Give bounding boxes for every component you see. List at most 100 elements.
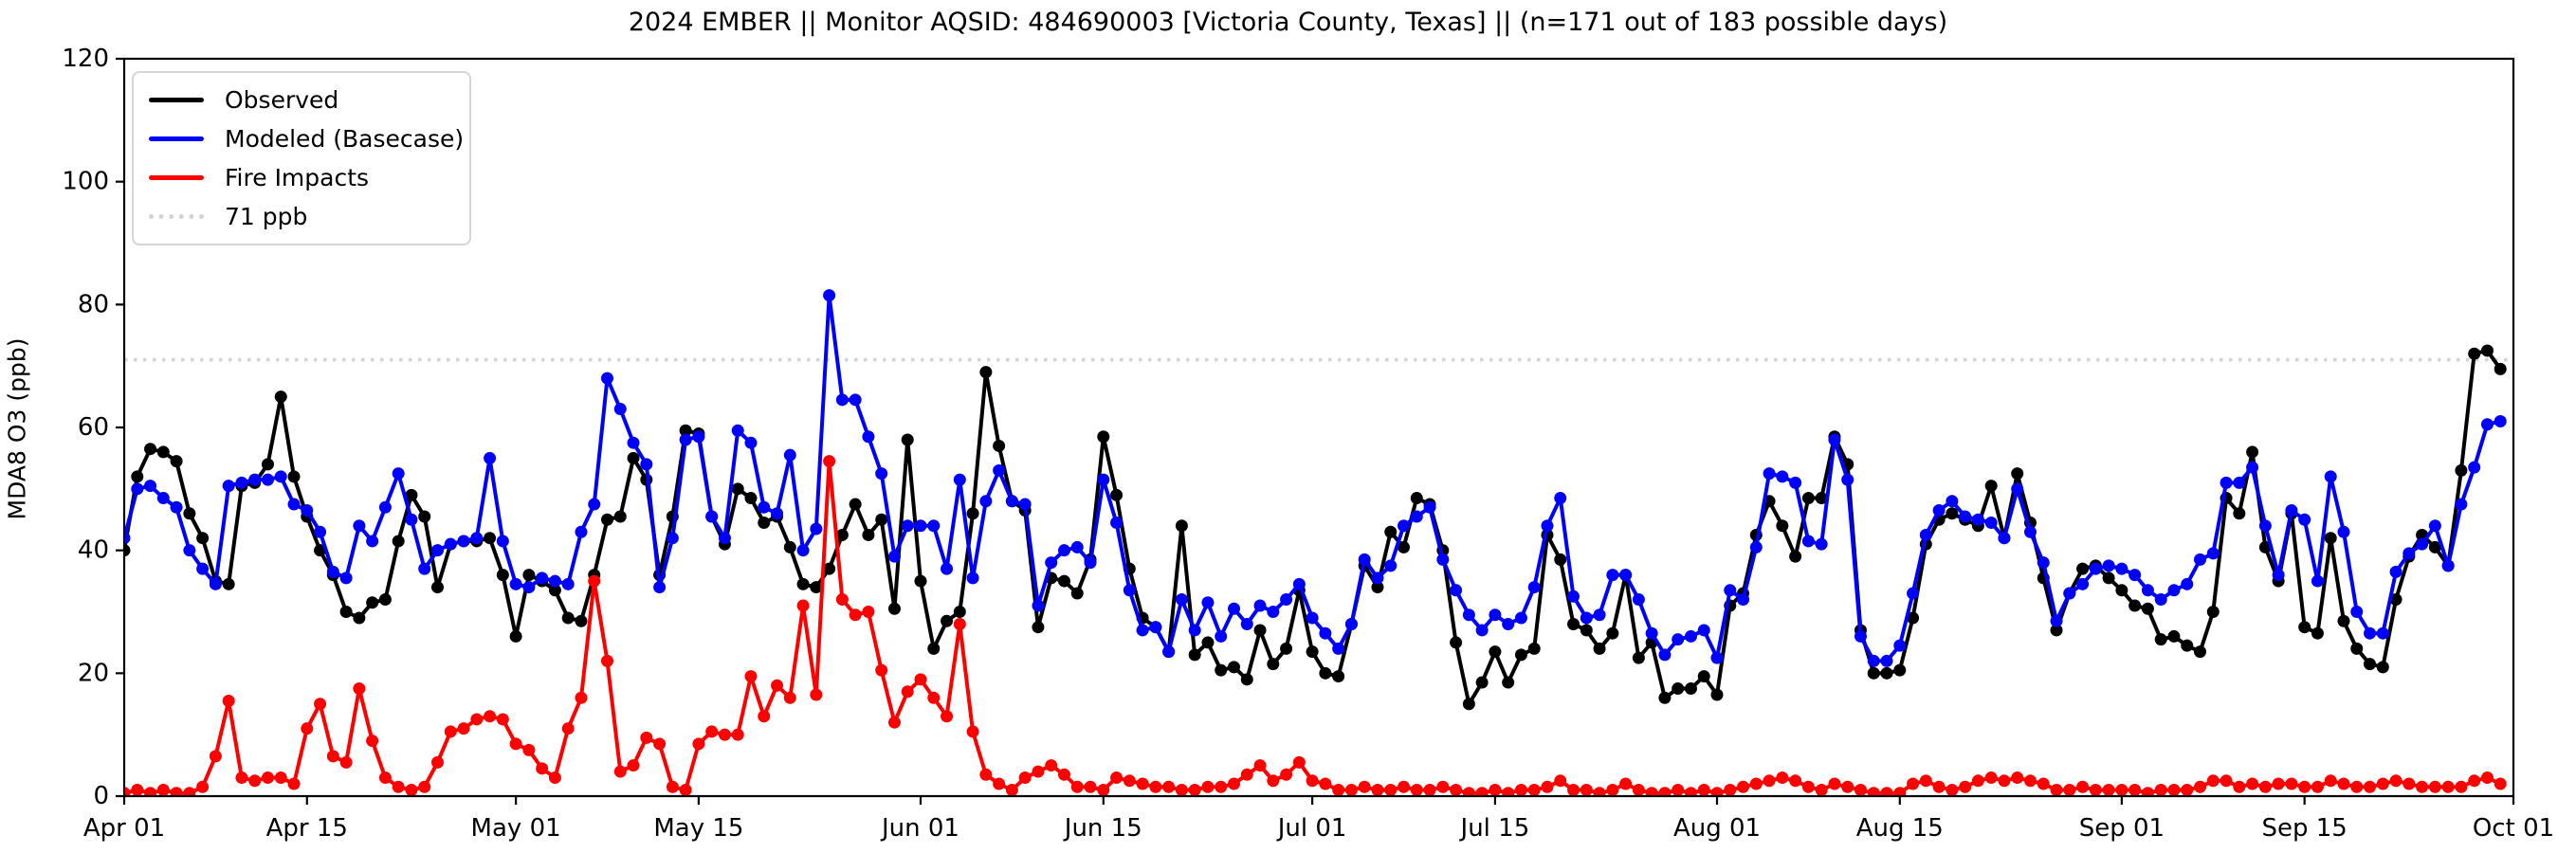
x-tick-label: Aug 01 <box>1673 814 1761 843</box>
data-point <box>1619 777 1633 790</box>
data-point <box>2468 461 2481 474</box>
data-point <box>2337 777 2350 790</box>
data-point <box>1580 624 1593 637</box>
data-point <box>522 743 536 756</box>
data-point <box>1632 651 1645 664</box>
data-point <box>1907 587 1920 600</box>
data-point <box>1959 510 1972 523</box>
data-point <box>131 482 144 496</box>
data-point <box>1527 784 1541 796</box>
data-point <box>835 393 849 407</box>
data-point <box>862 528 875 541</box>
data-point <box>666 532 679 545</box>
data-point <box>2337 614 2350 627</box>
data-point <box>1475 624 1489 637</box>
data-point <box>1398 780 1411 793</box>
data-point <box>927 691 941 704</box>
data-point <box>2494 415 2507 428</box>
data-point <box>1292 755 1306 769</box>
data-point <box>2246 461 2259 474</box>
data-point <box>1867 654 1880 667</box>
data-point <box>1514 611 1527 625</box>
data-point <box>1527 642 1541 655</box>
data-point <box>783 448 796 462</box>
data-point <box>823 289 836 302</box>
legend-box: Observed Modeled (Basecase) Fire Impacts… <box>132 71 471 245</box>
data-point <box>1215 629 1228 643</box>
data-point <box>1384 525 1398 538</box>
data-point <box>575 614 588 627</box>
data-point <box>1240 768 1253 781</box>
data-point <box>575 691 588 704</box>
data-point <box>536 762 549 775</box>
data-point <box>1462 787 1475 796</box>
data-point <box>2468 347 2481 360</box>
data-point <box>235 771 248 785</box>
data-point <box>1749 540 1763 554</box>
data-point <box>2011 482 2024 496</box>
data-point <box>1815 492 1828 505</box>
data-point <box>1593 642 1606 655</box>
data-point <box>1697 624 1710 637</box>
data-point <box>1188 784 1201 796</box>
x-tick-label: Aug 15 <box>1856 814 1944 843</box>
data-point <box>1776 771 1789 785</box>
data-point <box>1306 774 1319 788</box>
data-point <box>2154 633 2167 646</box>
data-point <box>1306 611 1319 625</box>
data-point <box>183 507 196 520</box>
data-point <box>1801 492 1815 505</box>
data-point <box>1371 572 1384 585</box>
data-point <box>548 584 561 597</box>
data-point <box>2181 784 2194 796</box>
data-point <box>653 581 667 594</box>
data-point <box>1398 540 1411 554</box>
data-point <box>1110 488 1124 501</box>
data-point <box>1893 639 1907 652</box>
data-point <box>418 780 431 793</box>
legend-label: Modeled (Basecase) <box>225 125 465 153</box>
data-point <box>640 731 653 744</box>
data-point <box>1971 513 1984 526</box>
data-point <box>1084 556 1097 570</box>
data-point <box>1684 629 1697 643</box>
data-point <box>1057 574 1070 588</box>
data-point <box>771 679 784 692</box>
x-tick-label: May 15 <box>653 814 743 843</box>
data-point <box>1514 784 1527 796</box>
data-point <box>196 562 210 575</box>
data-point <box>2128 569 2142 582</box>
data-point <box>1919 528 1932 541</box>
data-point <box>823 455 836 468</box>
data-point <box>2102 559 2115 572</box>
data-point <box>2258 780 2272 793</box>
data-point <box>2480 344 2494 357</box>
data-point <box>1776 470 1789 483</box>
x-tick-label: Oct 01 <box>2473 814 2554 843</box>
data-point <box>1215 780 1228 793</box>
data-point <box>914 673 927 686</box>
data-point <box>1893 787 1907 796</box>
data-point <box>1763 467 1776 481</box>
data-point <box>548 771 561 785</box>
data-point <box>496 535 509 548</box>
refline-dotted-sample-icon <box>149 214 204 219</box>
data-point <box>2115 784 2128 796</box>
data-point <box>183 544 196 557</box>
data-point <box>261 771 274 785</box>
data-point <box>2233 780 2246 793</box>
data-point <box>314 525 327 538</box>
data-point <box>927 519 941 533</box>
data-point <box>862 430 875 444</box>
data-point <box>705 510 719 523</box>
data-point <box>301 722 314 735</box>
data-point <box>1554 553 1567 566</box>
data-point <box>274 771 287 785</box>
data-point <box>2167 629 2181 643</box>
data-point <box>1645 626 1658 640</box>
data-point <box>196 532 210 545</box>
data-point <box>1175 519 1188 533</box>
data-point <box>1776 519 1789 533</box>
data-point <box>2494 777 2507 790</box>
